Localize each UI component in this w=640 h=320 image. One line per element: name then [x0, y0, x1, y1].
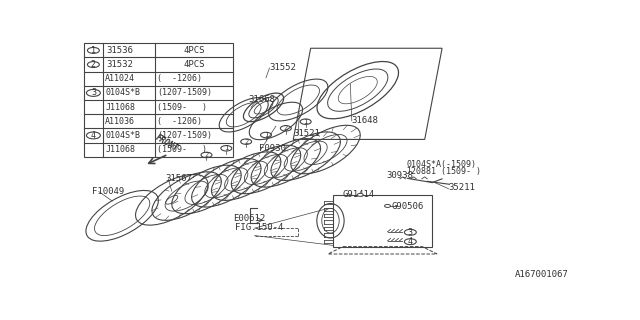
Text: 4PCS: 4PCS [183, 46, 205, 55]
Text: 1: 1 [264, 132, 268, 138]
Text: (  -1206): ( -1206) [157, 117, 202, 126]
Text: 2: 2 [284, 125, 288, 131]
Text: 0104S*B: 0104S*B [106, 88, 140, 97]
Text: J11068: J11068 [106, 103, 135, 112]
Text: 4PCS: 4PCS [183, 60, 205, 69]
Bar [333, 195, 432, 247]
Text: J20881 (1509- ): J20881 (1509- ) [406, 167, 481, 176]
Text: (1207-1509): (1207-1509) [157, 88, 212, 97]
Text: 30938: 30938 [387, 172, 413, 180]
Text: G91414: G91414 [343, 190, 375, 199]
Text: 35211: 35211 [448, 183, 475, 192]
Circle shape [385, 204, 390, 207]
Text: F10049: F10049 [92, 187, 125, 196]
Text: (1509-   ): (1509- ) [157, 145, 207, 154]
Text: 31668: 31668 [249, 95, 275, 105]
Text: A167001067: A167001067 [515, 270, 568, 279]
Text: A11036: A11036 [106, 117, 135, 126]
Text: FIG.150-4: FIG.150-4 [235, 223, 283, 232]
Text: F0930: F0930 [259, 144, 285, 153]
Text: (  -1206): ( -1206) [157, 74, 202, 83]
Text: 3: 3 [408, 228, 413, 237]
Text: A11024: A11024 [106, 74, 135, 83]
Text: 31648: 31648 [352, 116, 379, 125]
Text: 31532: 31532 [106, 60, 133, 69]
Text: 4: 4 [408, 237, 413, 246]
Text: 2: 2 [204, 152, 209, 158]
Text: 2: 2 [91, 60, 96, 69]
Text: 31536: 31536 [106, 46, 133, 55]
Bar [84, 43, 233, 157]
Text: 4: 4 [91, 131, 96, 140]
Circle shape [357, 193, 364, 196]
Text: 31521: 31521 [293, 129, 320, 138]
Text: (1207-1509): (1207-1509) [157, 131, 212, 140]
Text: (1509-   ): (1509- ) [157, 103, 207, 112]
Text: 1: 1 [303, 119, 308, 125]
Text: 0104S*A(-1509): 0104S*A(-1509) [406, 160, 476, 169]
Text: J11068: J11068 [106, 145, 135, 154]
Text: 0104S*B: 0104S*B [106, 131, 140, 140]
Text: 1: 1 [224, 145, 228, 151]
Text: 1: 1 [91, 46, 96, 55]
Text: 31567: 31567 [166, 174, 193, 183]
Text: G90506: G90506 [392, 202, 424, 211]
Text: 31552: 31552 [269, 63, 296, 72]
Text: 2: 2 [244, 139, 248, 145]
Text: E00612: E00612 [233, 214, 265, 223]
Text: FRONT: FRONT [154, 133, 180, 153]
Text: 3: 3 [91, 88, 96, 97]
